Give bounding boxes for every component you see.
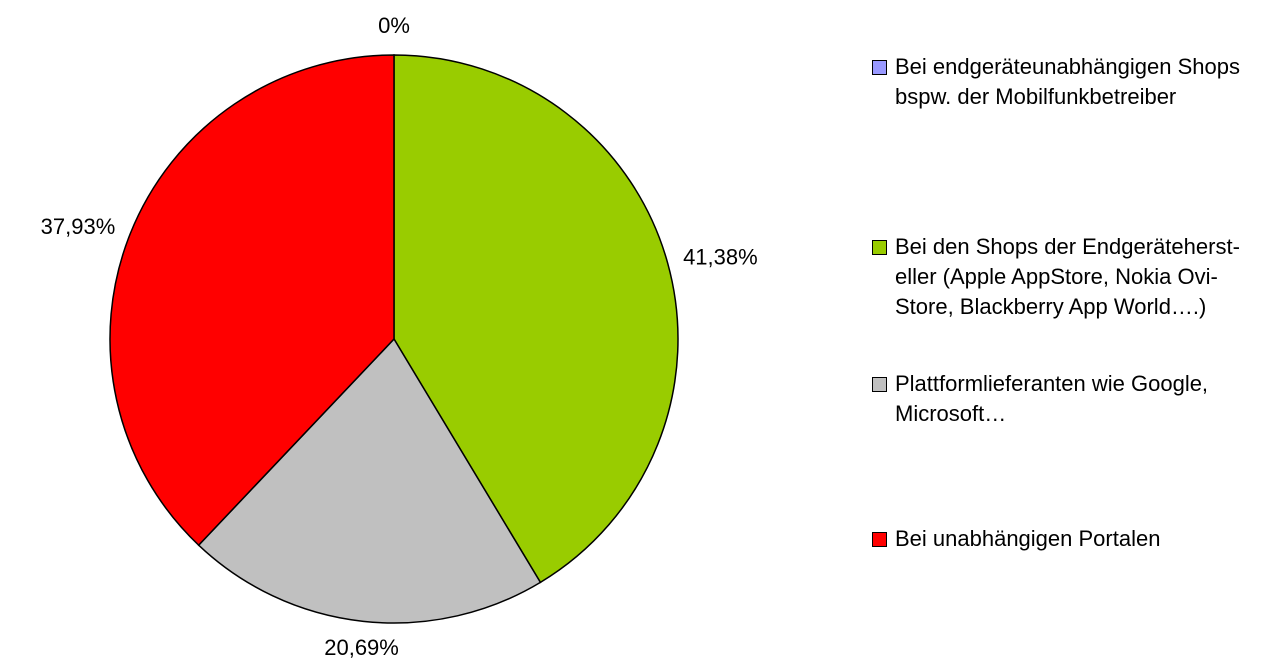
legend-swatch [872,532,887,547]
pie-slice [197,337,542,624]
pie-slice [109,54,395,547]
legend-label: Plattformlieferanten wie Google, Microso… [895,371,1209,426]
legend-label: Bei endgeräteunabhängigen Shops bspw. de… [895,54,1240,109]
data-label: 41,38% [683,245,758,270]
legend-label: Bei unabhängigen Portalen [895,526,1161,551]
data-label: 20,69% [324,635,399,660]
data-label: 0% [378,13,410,38]
legend-label: Bei den Shops der Endgeräteherst­eller (… [895,234,1240,319]
legend-item: Bei unabhängigen Portalen [872,524,1252,554]
legend-swatch [872,240,887,255]
pie-slice [393,54,679,584]
data-label: 37,93% [41,214,116,239]
legend-swatch [872,377,887,392]
legend-item: Bei den Shops der Endgeräteherst­eller (… [872,232,1252,322]
legend-item: Bei endgeräteunabhängigen Shops bspw. de… [872,52,1252,112]
legend-swatch [872,60,887,75]
legend-item: Plattformlieferanten wie Google, Microso… [872,369,1252,429]
